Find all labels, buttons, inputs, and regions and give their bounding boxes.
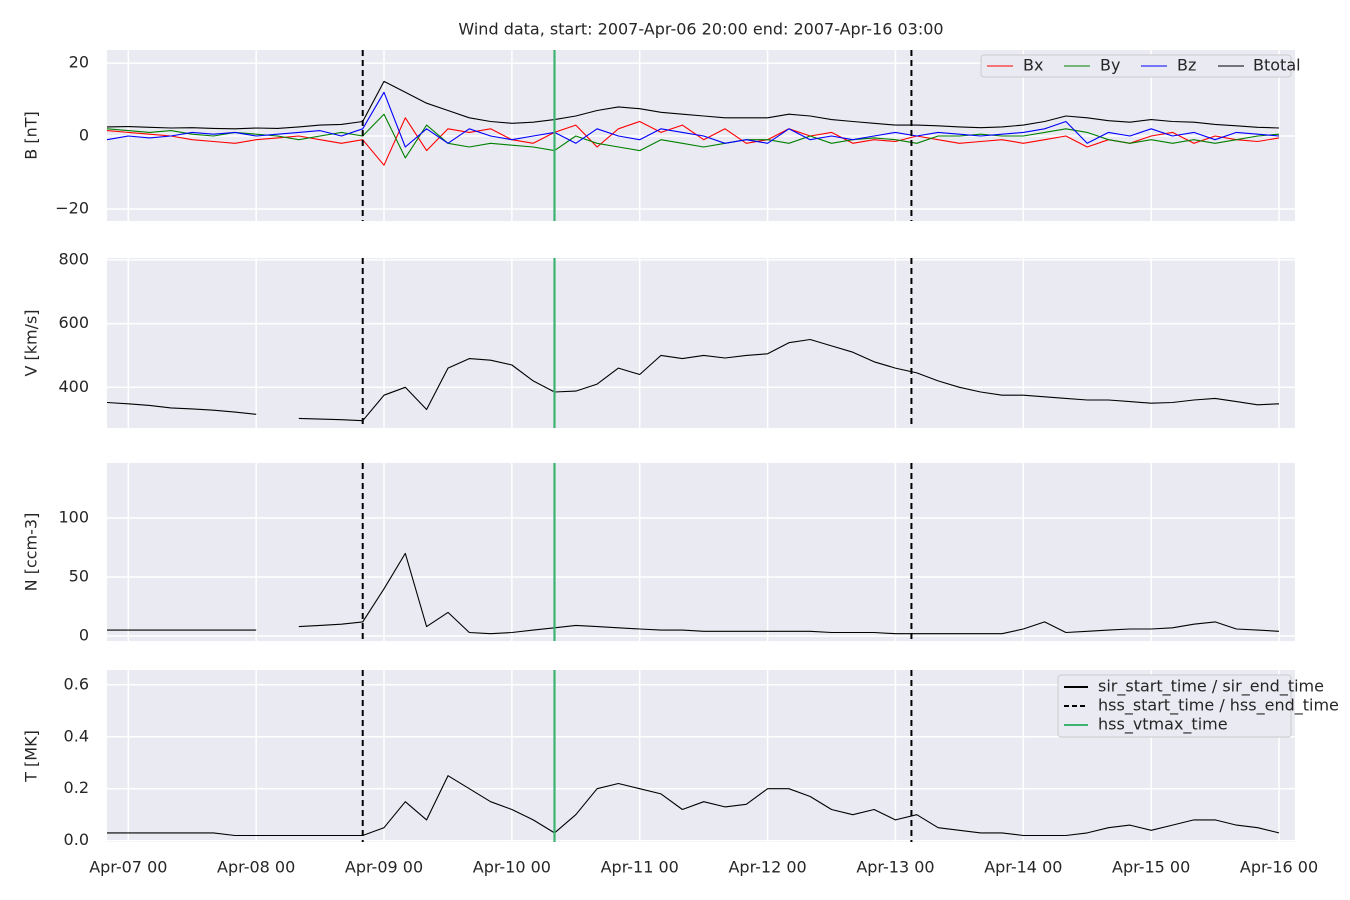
legend-box — [980, 54, 1292, 78]
series-line — [107, 775, 1280, 837]
y-axis-label: T [MK] — [22, 730, 41, 783]
x-tick-label: Apr-12 00 — [728, 858, 806, 877]
x-tick-label: Apr-10 00 — [473, 858, 551, 877]
plot-background — [107, 463, 1295, 641]
y-tick-label: 400 — [58, 377, 89, 396]
y-tick-label: 0 — [79, 626, 89, 645]
y-tick-label: −20 — [55, 198, 89, 217]
x-tick-label: Apr-13 00 — [856, 858, 934, 877]
y-tick-label: 0.2 — [64, 778, 89, 797]
x-tick-label: Apr-09 00 — [345, 858, 423, 877]
series-line — [107, 91, 1280, 148]
y-tick-label: 50 — [69, 567, 89, 586]
legend-label: Btotal — [1253, 56, 1301, 75]
legend-label: sir_start_time / sir_end_time — [1098, 677, 1324, 697]
x-tick-label: Apr-07 00 — [89, 858, 167, 877]
y-axis-label: B [nT] — [22, 111, 41, 159]
series-line — [107, 552, 1280, 635]
y-tick-label: 0 — [79, 126, 89, 145]
series-line — [107, 80, 1280, 130]
chart-title: Wind data, start: 2007-Apr-06 20:00 end:… — [458, 20, 943, 39]
y-tick-label: 800 — [58, 249, 89, 268]
plot-background — [107, 258, 1295, 428]
series-line — [107, 113, 1280, 159]
y-tick-label: 0.0 — [64, 830, 89, 849]
x-tick-label: Apr-11 00 — [601, 858, 679, 877]
series-line — [107, 117, 1280, 166]
x-tick-label: Apr-08 00 — [217, 858, 295, 877]
y-tick-label: 600 — [58, 313, 89, 332]
y-axis-label: V [km/s] — [22, 309, 41, 376]
series-line — [107, 338, 1280, 422]
y-axis-label: N [ccm-3] — [22, 513, 41, 592]
y-tick-label: 0.6 — [64, 674, 89, 693]
y-tick-label: 20 — [69, 53, 89, 72]
x-tick-label: Apr-15 00 — [1112, 858, 1190, 877]
legend-box — [1057, 674, 1292, 738]
legend-label: hss_vtmax_time — [1098, 715, 1228, 735]
y-tick-label: 100 — [58, 508, 89, 527]
legend-label: Bx — [1023, 56, 1043, 75]
legend-label: By — [1100, 56, 1120, 75]
legend-label: Bz — [1177, 56, 1196, 75]
y-tick-label: 0.4 — [64, 726, 89, 745]
x-tick-label: Apr-14 00 — [984, 858, 1062, 877]
x-tick-label: Apr-16 00 — [1240, 858, 1318, 877]
legend-label: hss_start_time / hss_end_time — [1098, 696, 1339, 716]
